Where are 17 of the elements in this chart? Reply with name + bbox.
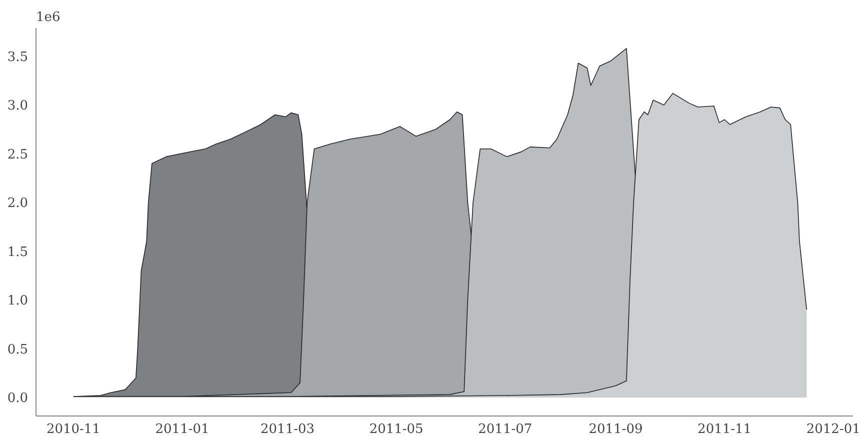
x-tick-label: 2011-01 [155, 422, 210, 438]
y-tick-label: 2.5 [7, 147, 28, 162]
y-tick-label: 2.0 [7, 196, 28, 212]
y-tick-label: 3.0 [7, 98, 28, 114]
x-tick-label: 2011-11 [698, 422, 752, 438]
y-tick-label: 3.5 [7, 50, 28, 65]
y-tick-label: 1.5 [7, 244, 28, 260]
x-tick-label: 2010-11 [46, 422, 100, 438]
y-tick-label: 1.0 [7, 294, 28, 309]
y-tick-label: 0.0 [7, 391, 28, 406]
x-tick-label: 2011-05 [369, 422, 424, 438]
y-tick-label: 0.5 [7, 342, 28, 358]
x-tick-label: 2011-09 [588, 422, 643, 438]
text: 1e6 [36, 10, 60, 25]
x-tick-label: 2012-01 [806, 422, 860, 438]
x-tick-label: 2011-03 [260, 422, 315, 438]
x-tick-label: 2011-07 [478, 422, 532, 438]
